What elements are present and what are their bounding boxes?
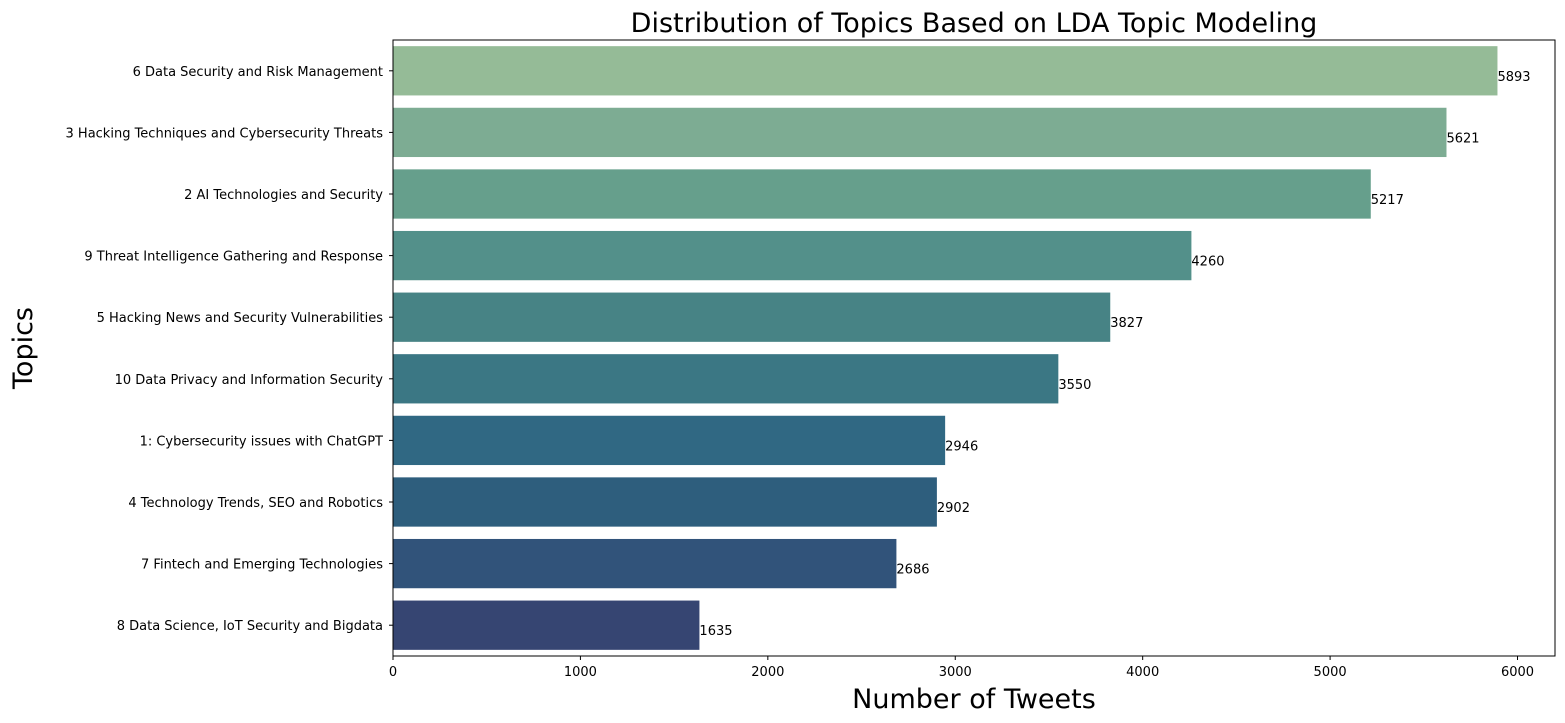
bars-group: [393, 46, 1498, 650]
bar-value-label: 5893: [1497, 70, 1530, 85]
y-tick-label: 6 Data Security and Risk Management: [133, 65, 383, 80]
y-tick-label: 1: Cybersecurity issues with ChatGPT: [140, 434, 383, 449]
bar-4: [393, 230, 1192, 281]
x-tick-label: 2000: [751, 665, 784, 680]
bar-value-label: 4260: [1191, 255, 1224, 270]
bar-value-label: 2902: [937, 501, 970, 516]
chart-title: Distribution of Topics Based on LDA Topi…: [631, 8, 1318, 39]
bar-9: [393, 538, 897, 589]
x-axis-ticks: 0 1000 2000 3000 4000 5000 6000: [389, 656, 1534, 680]
y-tick-label: 10 Data Privacy and Information Security: [115, 373, 384, 388]
y-tick-label: 4 Technology Trends, SEO and Robotics: [128, 496, 383, 511]
y-tick-label: 5 Hacking News and Security Vulnerabilit…: [97, 311, 384, 326]
y-tick-label: 9 Threat Intelligence Gathering and Resp…: [84, 250, 383, 265]
bar-3: [393, 169, 1371, 219]
x-axis-label: Number of Tweets: [852, 684, 1096, 715]
x-tick-label: 4000: [1126, 665, 1159, 680]
bar-5: [393, 292, 1111, 342]
y-tick-label: 3 Hacking Techniques and Cybersecurity T…: [66, 126, 384, 141]
bar-value-label: 3827: [1110, 316, 1143, 331]
x-tick-label: 1000: [564, 665, 597, 680]
bar-value-label: 2686: [896, 563, 929, 578]
bar-10: [393, 600, 700, 650]
bar-value-label: 5621: [1446, 131, 1479, 146]
y-axis-label: Topics: [8, 307, 39, 390]
plot-frame: [392, 39, 1556, 657]
x-tick-label: 5000: [1314, 665, 1347, 680]
bar-8: [393, 477, 937, 527]
y-tick-label: 8 Data Science, IoT Security and Bigdata: [117, 619, 383, 634]
x-tick-label: 3000: [939, 665, 972, 680]
y-tick-label: 2 AI Technologies and Security: [184, 188, 383, 203]
bar-6: [393, 354, 1059, 404]
x-tick-label: 6000: [1501, 665, 1534, 680]
data-labels-group: 5893 5621 5217 4260 3827 3550 2946 2902 2686 1635: [699, 70, 1530, 639]
bar-1: [393, 46, 1498, 96]
y-tick-label: 7 Fintech and Emerging Technologies: [141, 558, 383, 573]
bar-2: [393, 107, 1447, 158]
bar-value-label: 1635: [699, 624, 732, 639]
bar-value-label: 5217: [1371, 193, 1404, 208]
bar-value-label: 3550: [1058, 378, 1091, 393]
bar-value-label: 2946: [945, 439, 978, 454]
x-tick-label: 0: [389, 665, 397, 680]
bar-7: [393, 415, 946, 466]
y-axis-ticks: 6 Data Security and Risk Management 3 Hac…: [66, 65, 393, 634]
